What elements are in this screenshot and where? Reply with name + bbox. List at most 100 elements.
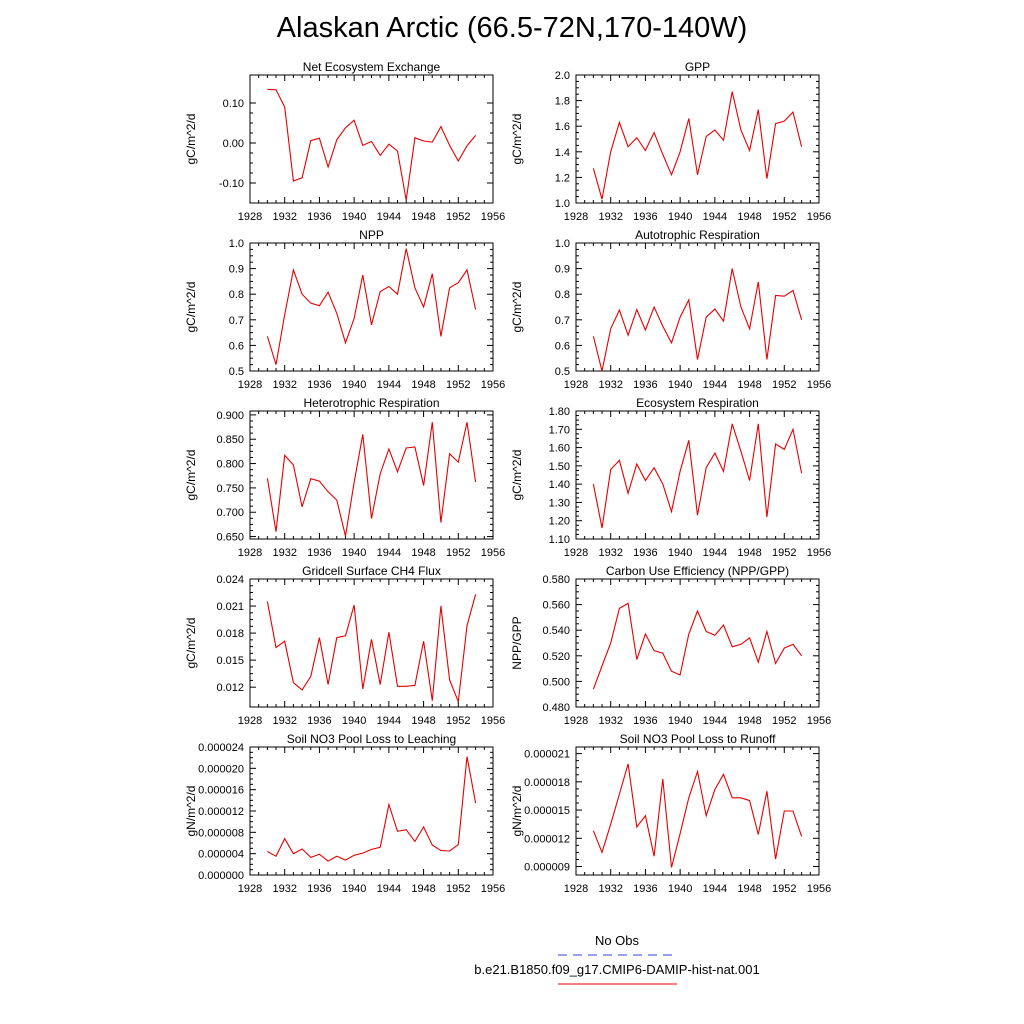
chart-panel: NPP gC/m^2/d 1928 1932 1936 1940 1944 1948 1952 1…	[184, 228, 505, 391]
y-tick-label: 0.8	[555, 289, 570, 301]
x-tick-label: 1936	[633, 547, 657, 559]
x-tick-label: 1956	[807, 547, 831, 559]
y-tick-label: 0.7	[229, 315, 244, 327]
y-tick-label: 1.0	[555, 198, 570, 210]
series-line	[592, 763, 803, 868]
x-tick-label: 1952	[772, 547, 796, 559]
y-axis-label: gC/m^2/d	[184, 282, 198, 333]
y-axis-label: gC/m^2/d	[510, 450, 524, 501]
y-tick-label: 0.012	[216, 682, 244, 694]
y-axis-label: gN/m^2/d	[184, 786, 198, 837]
y-tick-label: 0.540	[542, 625, 570, 637]
x-tick-label: 1944	[703, 883, 727, 895]
x-tick-label: 1940	[668, 715, 692, 727]
x-tick-label: 1932	[598, 715, 622, 727]
x-tick-label: 1932	[272, 547, 296, 559]
y-tick-label: 0.000018	[524, 777, 570, 789]
x-tick-label: 1940	[668, 379, 692, 391]
chart-panel: Soil NO3 Pool Loss to Runoff gN/m^2/d 1928…	[510, 732, 831, 895]
legend-obs-label: No Obs	[595, 933, 640, 948]
x-tick-label: 1948	[411, 379, 435, 391]
series-line	[592, 423, 803, 529]
y-tick-label: 0.000015	[524, 805, 570, 817]
y-tick-label: 0.018	[216, 628, 244, 640]
x-tick-label: 1956	[481, 715, 505, 727]
x-tick-label: 1936	[307, 547, 331, 559]
x-tick-label: 1952	[446, 211, 470, 223]
figure-title: Alaskan Arctic (66.5-72N,170-140W)	[276, 12, 748, 44]
x-tick-label: 1932	[598, 379, 622, 391]
x-tick-label: 1944	[703, 379, 727, 391]
x-tick-label: 1956	[481, 883, 505, 895]
y-tick-label: 1.6	[555, 121, 570, 133]
plot-frame	[249, 578, 494, 708]
y-tick-label: -0.10	[219, 178, 244, 190]
x-tick-label: 1956	[807, 379, 831, 391]
y-tick-label: 0.000021	[524, 749, 570, 761]
y-tick-label: 0.8	[229, 289, 244, 301]
x-tick-label: 1928	[564, 211, 588, 223]
chart-panel: Heterotrophic Respiration gC/m^2/d 1928 193…	[184, 396, 505, 559]
y-tick-label: 1.30	[549, 497, 570, 509]
x-tick-label: 1940	[668, 211, 692, 223]
x-tick-label: 1936	[633, 883, 657, 895]
series-line	[592, 602, 803, 690]
x-tick-label: 1948	[411, 211, 435, 223]
y-tick-label: 0.000009	[524, 862, 570, 874]
y-tick-label: 0.5	[229, 366, 244, 378]
series-line	[267, 756, 477, 862]
y-tick-label: 0.700	[216, 507, 244, 519]
x-tick-label: 1928	[564, 379, 588, 391]
series-line	[266, 594, 477, 702]
plot-frame	[575, 242, 820, 372]
x-tick-label: 1932	[272, 715, 296, 727]
chart-panel: Net Ecosystem Exchange gC/m^2/d 1928 1932 19…	[184, 60, 505, 223]
panel-title: Soil NO3 Pool Loss to Runoff	[620, 732, 777, 746]
panels-group: Net Ecosystem Exchange gC/m^2/d 1928 1932 19…	[184, 60, 831, 895]
x-tick-label: 1940	[342, 211, 366, 223]
y-axis-label: gC/m^2/d	[184, 618, 198, 669]
y-tick-label: 0.6	[229, 340, 244, 352]
x-tick-label: 1936	[307, 715, 331, 727]
y-tick-label: 1.0	[229, 238, 244, 250]
y-axis-label: gC/m^2/d	[510, 114, 524, 165]
x-tick-label: 1956	[807, 715, 831, 727]
y-axis-label: gC/m^2/d	[184, 450, 198, 501]
x-tick-label: 1944	[703, 211, 727, 223]
y-tick-label: 1.70	[549, 424, 570, 436]
x-tick-label: 1944	[377, 547, 401, 559]
plot-frame	[249, 746, 494, 876]
y-tick-label: 1.40	[549, 479, 570, 491]
legend: No Obs b.e21.B1850.f09_g17.CMIP6-DAMIP-h…	[474, 933, 760, 985]
y-tick-label: 0.9	[229, 264, 244, 276]
x-tick-label: 1944	[377, 883, 401, 895]
series-line	[267, 88, 477, 201]
y-tick-label: 0.9	[555, 264, 570, 276]
x-tick-label: 1956	[807, 211, 831, 223]
y-tick-label: 0.000008	[198, 827, 244, 839]
y-tick-label: 0.7	[555, 315, 570, 327]
plot-frame	[575, 578, 820, 708]
y-tick-label: 0.021	[216, 601, 244, 613]
x-tick-label: 1948	[737, 379, 761, 391]
x-tick-label: 1932	[272, 883, 296, 895]
x-tick-label: 1944	[377, 379, 401, 391]
x-tick-label: 1948	[737, 211, 761, 223]
x-tick-label: 1940	[342, 883, 366, 895]
x-tick-label: 1948	[411, 883, 435, 895]
chart-panel: GPP gC/m^2/d 1928 1932 1936 1940 1944 1948 1952 1…	[510, 60, 831, 223]
x-tick-label: 1956	[481, 379, 505, 391]
y-tick-label: 0.750	[216, 483, 244, 495]
x-tick-label: 1932	[598, 883, 622, 895]
x-tick-label: 1952	[772, 379, 796, 391]
panel-title: NPP	[359, 228, 384, 242]
y-tick-label: 0.10	[223, 98, 244, 110]
series-line	[266, 248, 477, 365]
chart-panel: Ecosystem Respiration gC/m^2/d 1928 1932 193…	[510, 396, 831, 559]
x-tick-label: 1940	[668, 883, 692, 895]
x-tick-label: 1928	[564, 547, 588, 559]
x-tick-label: 1928	[238, 547, 262, 559]
y-axis-label: NPP/GPP	[510, 616, 524, 669]
x-tick-label: 1956	[481, 211, 505, 223]
y-tick-label: 0.000012	[198, 806, 244, 818]
